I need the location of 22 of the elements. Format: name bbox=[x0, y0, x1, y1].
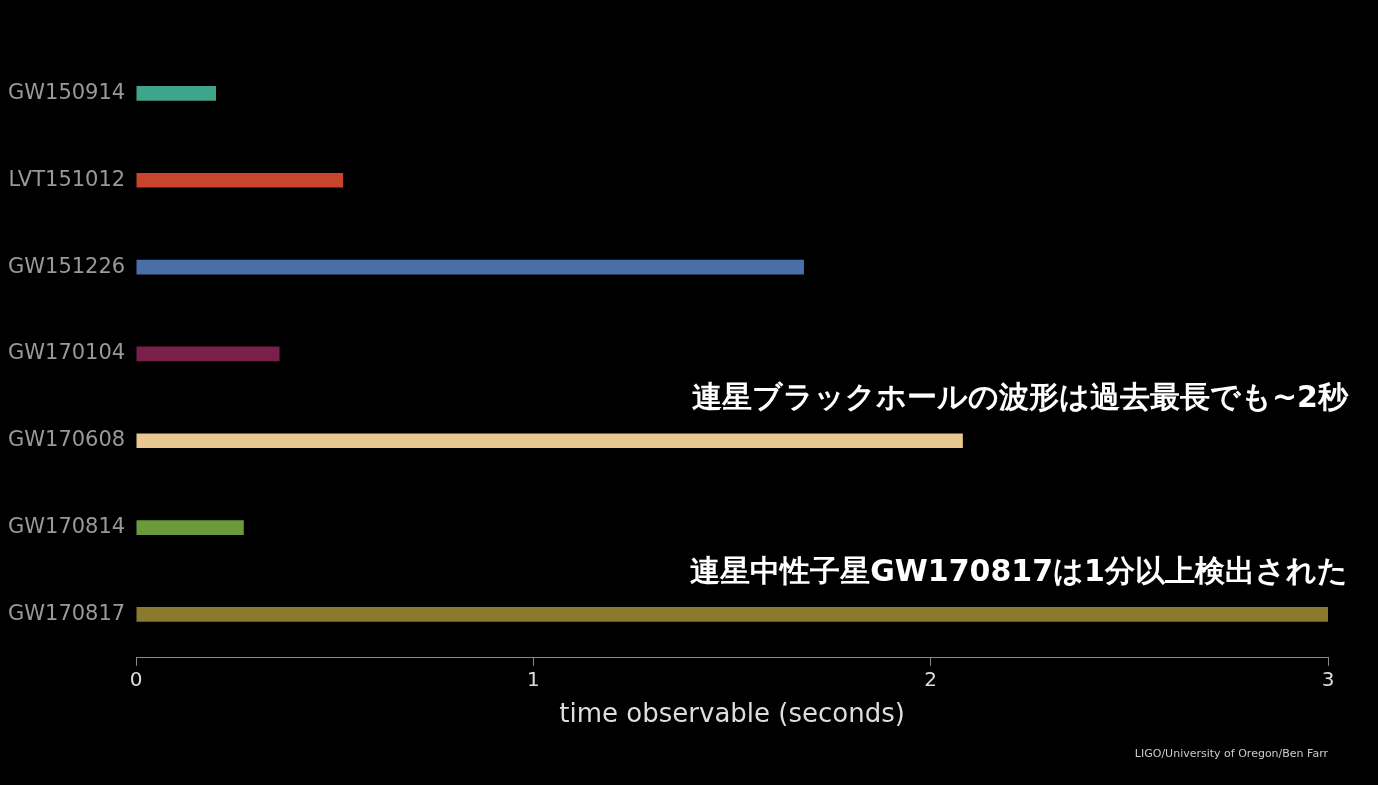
y-tick-label: GW151226 bbox=[8, 253, 126, 278]
x-tick-label: 2 bbox=[924, 667, 938, 691]
bar bbox=[136, 172, 344, 188]
annotation: 連星ブラックホールの波形は過去最長でも~2秒 bbox=[691, 379, 1349, 415]
y-tick-label: GW170104 bbox=[8, 340, 126, 365]
y-tick-label: GW170608 bbox=[8, 427, 126, 452]
bar bbox=[136, 259, 804, 275]
bar bbox=[136, 433, 963, 449]
y-tick-label: GW170814 bbox=[8, 514, 126, 539]
bar bbox=[136, 86, 216, 101]
text: LIGO/University of Oregon/Ben Farr bbox=[1134, 747, 1329, 760]
bar bbox=[136, 346, 280, 362]
bar bbox=[136, 520, 244, 535]
x-tick-label: 3 bbox=[1321, 667, 1335, 691]
bar bbox=[136, 607, 1328, 622]
annotation: 連星中性子星GW170817は1分以上検出された bbox=[690, 552, 1348, 588]
y-tick-label: LVT151012 bbox=[8, 166, 126, 191]
x-axis-title: time observable (seconds) bbox=[559, 698, 905, 729]
x-tick-label: 1 bbox=[527, 667, 540, 691]
x-tick-label: 0 bbox=[129, 667, 143, 691]
y-tick-label: GW150914 bbox=[8, 79, 126, 104]
y-tick-label: GW170817 bbox=[8, 600, 126, 625]
